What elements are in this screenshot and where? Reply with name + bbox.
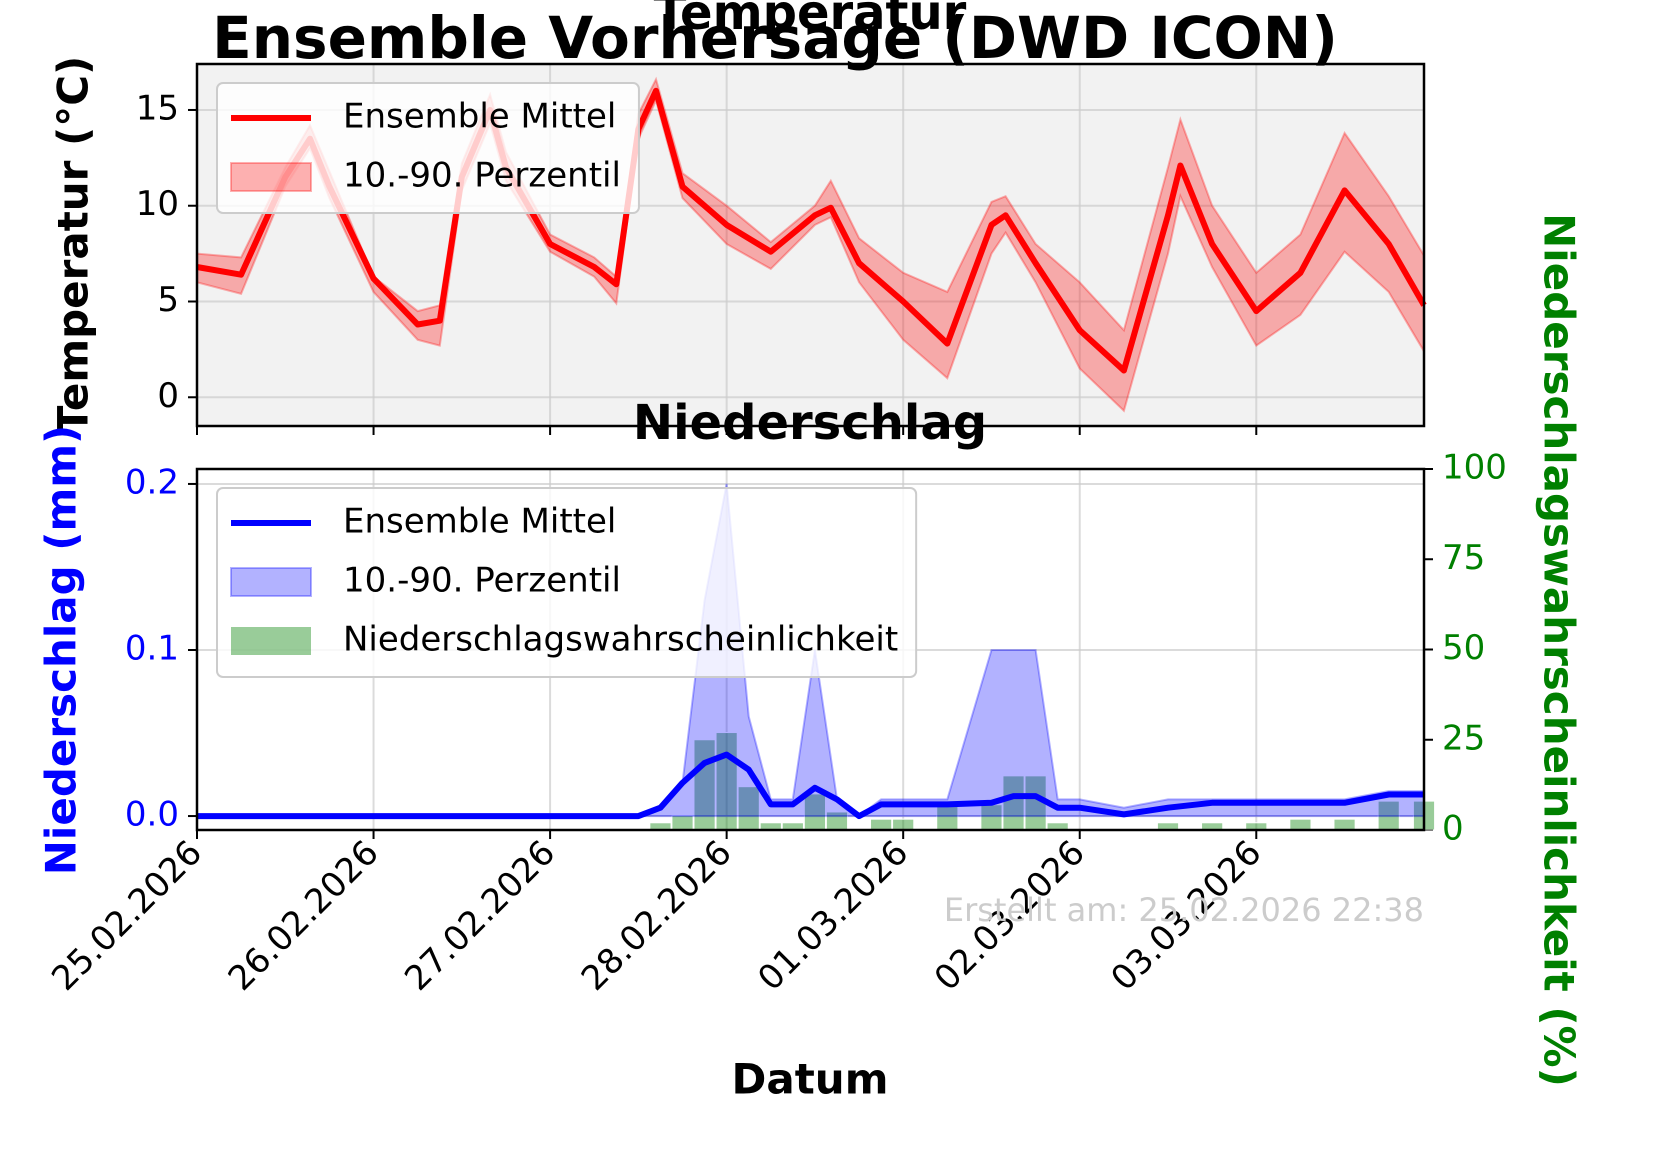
legend-label: Niederschlagswahrscheinlichkeit (343, 620, 898, 660)
y-tick-label: 0 (157, 376, 179, 416)
legend-label: 10.-90. Perzentil (343, 156, 621, 196)
y-axis-label: Niederschlag (mm) (37, 425, 86, 875)
legend-label: Ensemble Mittel (343, 97, 616, 137)
probability-bar (671, 815, 694, 831)
y2-tick-label: 50 (1442, 628, 1485, 668)
x-axis-label: Datum (732, 1055, 889, 1104)
y-tick-label: 0.2 (125, 462, 179, 502)
panel-title: Niederschlag (633, 395, 987, 451)
legend (216, 82, 640, 214)
probability-bar (1333, 818, 1356, 831)
y-tick-label: 15 (136, 88, 179, 128)
y2-tick-label: 25 (1442, 718, 1485, 758)
chart-title: Ensemble Vorhersage (DWD ICON) (212, 4, 1338, 72)
legend-swatch (230, 162, 312, 192)
x-tick-label: 28.02.2026 (574, 833, 740, 999)
x-tick-label: 27.02.2026 (397, 833, 563, 999)
line-series (196, 87, 1427, 374)
x-tick-label: 01.03.2026 (750, 833, 916, 999)
probability-bar (1289, 818, 1312, 831)
y2-tick-label: 75 (1442, 538, 1485, 578)
legend-label: Ensemble Mittel (343, 502, 616, 542)
y-tick-label: 5 (157, 280, 179, 320)
probability-bar (870, 818, 893, 831)
y2-tick-label: 100 (1442, 448, 1507, 488)
legend-swatch (230, 567, 312, 597)
y-tick-label: 10 (136, 184, 179, 224)
probability-bar (892, 818, 915, 831)
y-axis-label: Temperatur (°C) (49, 56, 98, 434)
legend-swatch (231, 627, 311, 655)
plot-frame (195, 467, 1426, 832)
y2-tick-label: 0 (1442, 809, 1464, 849)
y2-axis-label: Niederschlagswahrscheinlichkeit (%) (1535, 213, 1584, 1087)
panel-title: Temperatur (654, 0, 967, 41)
x-tick-label: 26.02.2026 (221, 833, 387, 999)
footnote: Erstellt am: 25.02.2026 22:38 (944, 891, 1424, 929)
plot-frame (195, 62, 1426, 428)
legend (216, 487, 918, 678)
legend-label: 10.-90. Perzentil (343, 561, 621, 601)
line-series (197, 751, 1424, 820)
y-tick-label: 0.1 (125, 628, 179, 668)
y-tick-label: 0.0 (125, 795, 179, 835)
